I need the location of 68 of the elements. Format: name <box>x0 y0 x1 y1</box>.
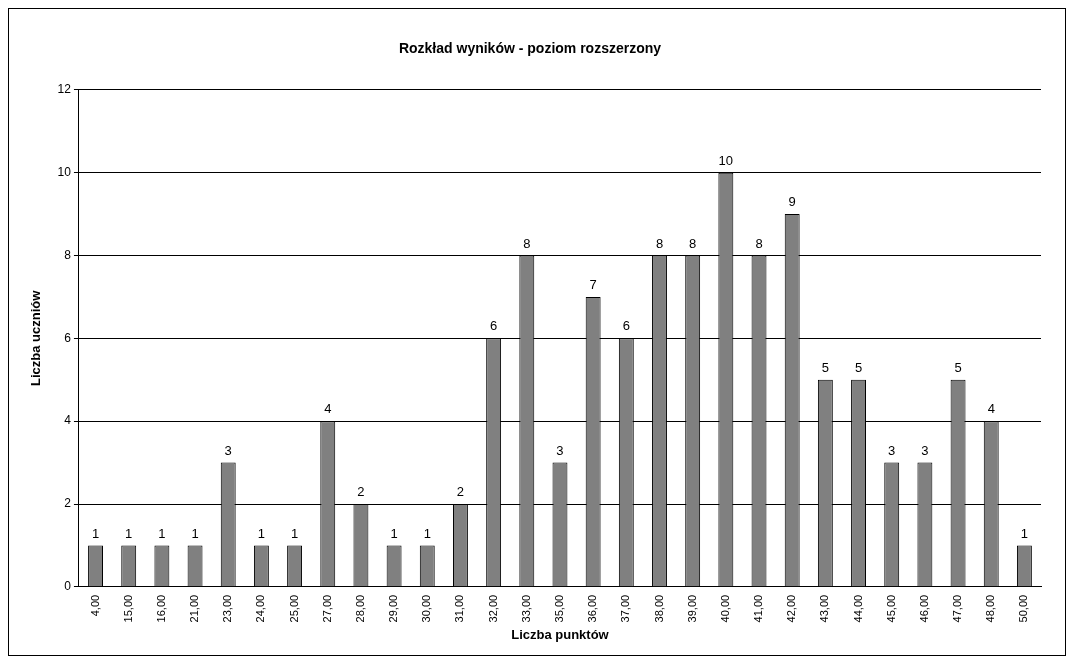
x-tick-label: 25,00 <box>287 594 300 623</box>
data-label: 5 <box>954 359 962 375</box>
x-tick-label: 15,00 <box>121 594 134 623</box>
data-label: 2 <box>357 484 365 500</box>
data-label: 8 <box>755 235 763 251</box>
x-tick-label: 50,00 <box>1017 594 1030 623</box>
y-axis-title: Liczba uczniów <box>28 289 44 387</box>
x-tick-label: 42,00 <box>785 594 798 623</box>
x-tick-label: 44,00 <box>851 594 864 623</box>
data-label: 8 <box>523 235 531 251</box>
data-label: 6 <box>490 318 498 334</box>
x-tick-label: 16,00 <box>154 594 167 623</box>
data-label: 5 <box>854 359 863 375</box>
y-tick-label: 12 <box>57 82 72 97</box>
data-label: 10 <box>718 152 734 168</box>
data-label: 1 <box>191 525 199 541</box>
x-tick-label: 40,00 <box>718 594 731 623</box>
chart-title: Rozkład wyników - poziom rozszerzony <box>398 40 662 57</box>
x-tick-label: 31,00 <box>453 594 466 623</box>
data-label: 2 <box>456 484 465 500</box>
data-label: 5 <box>821 359 829 375</box>
data-label: 7 <box>589 276 597 292</box>
y-tick-label: 2 <box>64 496 72 511</box>
data-label: 6 <box>622 318 630 334</box>
y-tick-label: 6 <box>64 330 72 345</box>
x-tick-label: 24,00 <box>254 594 267 623</box>
x-tick-label: 38,00 <box>652 594 665 623</box>
x-tick-label: 23,00 <box>221 594 234 623</box>
data-label: 8 <box>689 235 697 251</box>
data-label: 1 <box>290 525 299 541</box>
x-tick-label: 35,00 <box>553 594 566 623</box>
x-tick-label: 43,00 <box>818 594 831 623</box>
data-label: 3 <box>888 442 896 458</box>
data-label: 1 <box>390 525 398 541</box>
data-label: 9 <box>788 194 796 210</box>
data-label: 1 <box>423 525 431 541</box>
data-label: 1 <box>1020 525 1029 541</box>
y-tick-label: 4 <box>64 413 72 428</box>
x-tick-label: 37,00 <box>619 594 632 623</box>
data-label: 1 <box>257 525 266 541</box>
x-axis-title: Liczba punktów <box>511 626 610 642</box>
x-tick-label: 4,00 <box>88 594 101 617</box>
data-label: 1 <box>125 525 133 541</box>
x-tick-label: 46,00 <box>917 594 930 623</box>
y-tick-label: 10 <box>57 164 72 179</box>
y-tick-label: 0 <box>64 579 72 594</box>
data-label: 4 <box>324 401 332 417</box>
data-label: 1 <box>91 525 100 541</box>
x-tick-label: 36,00 <box>586 594 599 623</box>
data-label: 3 <box>921 442 929 458</box>
x-tick-label: 33,00 <box>519 594 532 623</box>
x-tick-label: 45,00 <box>884 594 897 623</box>
data-label: 8 <box>655 235 664 251</box>
x-tick-label: 21,00 <box>188 594 201 623</box>
x-tick-label: 32,00 <box>486 594 499 623</box>
data-label: 3 <box>224 442 232 458</box>
data-label: 1 <box>158 525 166 541</box>
x-tick-label: 28,00 <box>353 594 366 623</box>
y-tick-label: 8 <box>64 247 72 262</box>
x-tick-label: 47,00 <box>951 594 964 623</box>
x-tick-label: 41,00 <box>752 594 765 623</box>
data-label: 4 <box>987 401 995 417</box>
x-tick-label: 27,00 <box>320 594 333 623</box>
data-label: 3 <box>556 442 564 458</box>
x-tick-label: 30,00 <box>420 594 433 623</box>
x-tick-label: 39,00 <box>685 594 698 623</box>
x-tick-label: 48,00 <box>984 594 997 623</box>
x-tick-label: 29,00 <box>387 594 400 623</box>
